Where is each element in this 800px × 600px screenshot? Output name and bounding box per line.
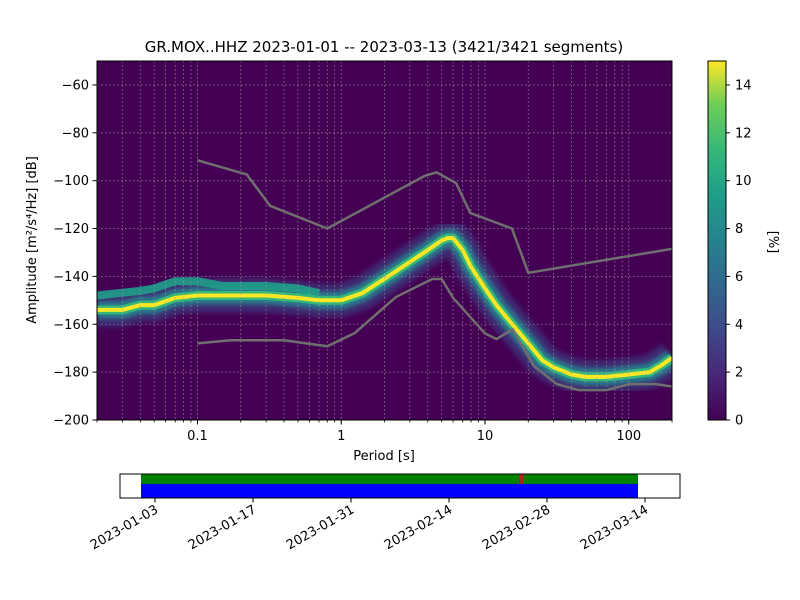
gap-marker: [519, 474, 523, 484]
colorbar-tick-label: 4: [735, 318, 743, 333]
x-tick-label: 10: [477, 429, 494, 444]
x-tick-label: 0.1: [187, 429, 208, 444]
x-axis: 0.1 1 10 100: [96, 420, 673, 444]
timeline-frame: [119, 473, 681, 499]
colorbar-tick-label: 12: [735, 126, 752, 141]
colorbar-ticks: 0 2 4 6 8 10 12 14: [726, 78, 752, 429]
high-noise-model-line: [197, 159, 672, 275]
x-tick-label: 100: [616, 429, 641, 444]
colorbar-label: [%]: [765, 231, 780, 254]
used-segments-bar: [141, 474, 638, 484]
timeline-tick-label: 2023-01-31: [284, 502, 357, 553]
y-axis: −60 −80 −100 −120 −140 −160 −180 −200: [53, 78, 97, 429]
x-axis-label: Period [s]: [353, 449, 415, 464]
y-tick-label: −180: [53, 366, 89, 381]
y-tick-label: −120: [53, 222, 89, 237]
colorbar: 0 2 4 6 8 10 12 14 [%]: [707, 60, 780, 429]
x-tick-label: 1: [337, 429, 345, 444]
timeline-tick-label: 2023-01-17: [186, 502, 259, 553]
data-coverage-bar: [141, 484, 638, 498]
colorbar-tick-label: 10: [735, 174, 752, 189]
timeline-tick-label: 2023-03-14: [578, 502, 651, 553]
y-tick-label: −200: [53, 414, 89, 429]
y-tick-label: −80: [62, 126, 89, 141]
y-axis-label: Amplitude [m²/s⁴/Hz] [dB]: [25, 156, 40, 324]
timeline-tick-label: 2023-02-28: [480, 502, 553, 553]
timeline-axis: 2023-01-03 2023-01-17 2023-01-31 2023-02-14…: [88, 498, 651, 553]
timeline-tick-label: 2023-02-14: [382, 502, 455, 553]
colorbar-gradient: [707, 60, 727, 421]
mode-curve: [97, 236, 672, 379]
colorbar-tick-label: 8: [735, 222, 743, 237]
figure-title: GR.MOX..HHZ 2023-01-01 -- 2023-03-13 (34…: [145, 38, 623, 56]
density-secondary-branch: [97, 277, 320, 300]
timeline-tick-label: 2023-01-03: [88, 502, 161, 553]
colorbar-tick-label: 14: [735, 78, 752, 93]
low-noise-model-line: [197, 277, 672, 392]
y-tick-label: −60: [62, 78, 89, 93]
colorbar-tick-label: 6: [735, 270, 743, 285]
colorbar-tick-label: 0: [735, 414, 743, 429]
y-tick-label: −140: [53, 270, 89, 285]
colorbar-tick-label: 2: [735, 366, 743, 381]
y-tick-label: −160: [53, 318, 89, 333]
ppsd-panel: 0.1 1 10 100 −60 −80 −100 −120 −140 −160 −180 −200…: [25, 60, 673, 464]
ppsd-density-band: [97, 221, 672, 394]
timeline-panel: 2023-01-03 2023-01-17 2023-01-31 2023-02-14…: [88, 473, 681, 553]
y-tick-label: −100: [53, 174, 89, 189]
noise-model-curves: [197, 159, 672, 392]
